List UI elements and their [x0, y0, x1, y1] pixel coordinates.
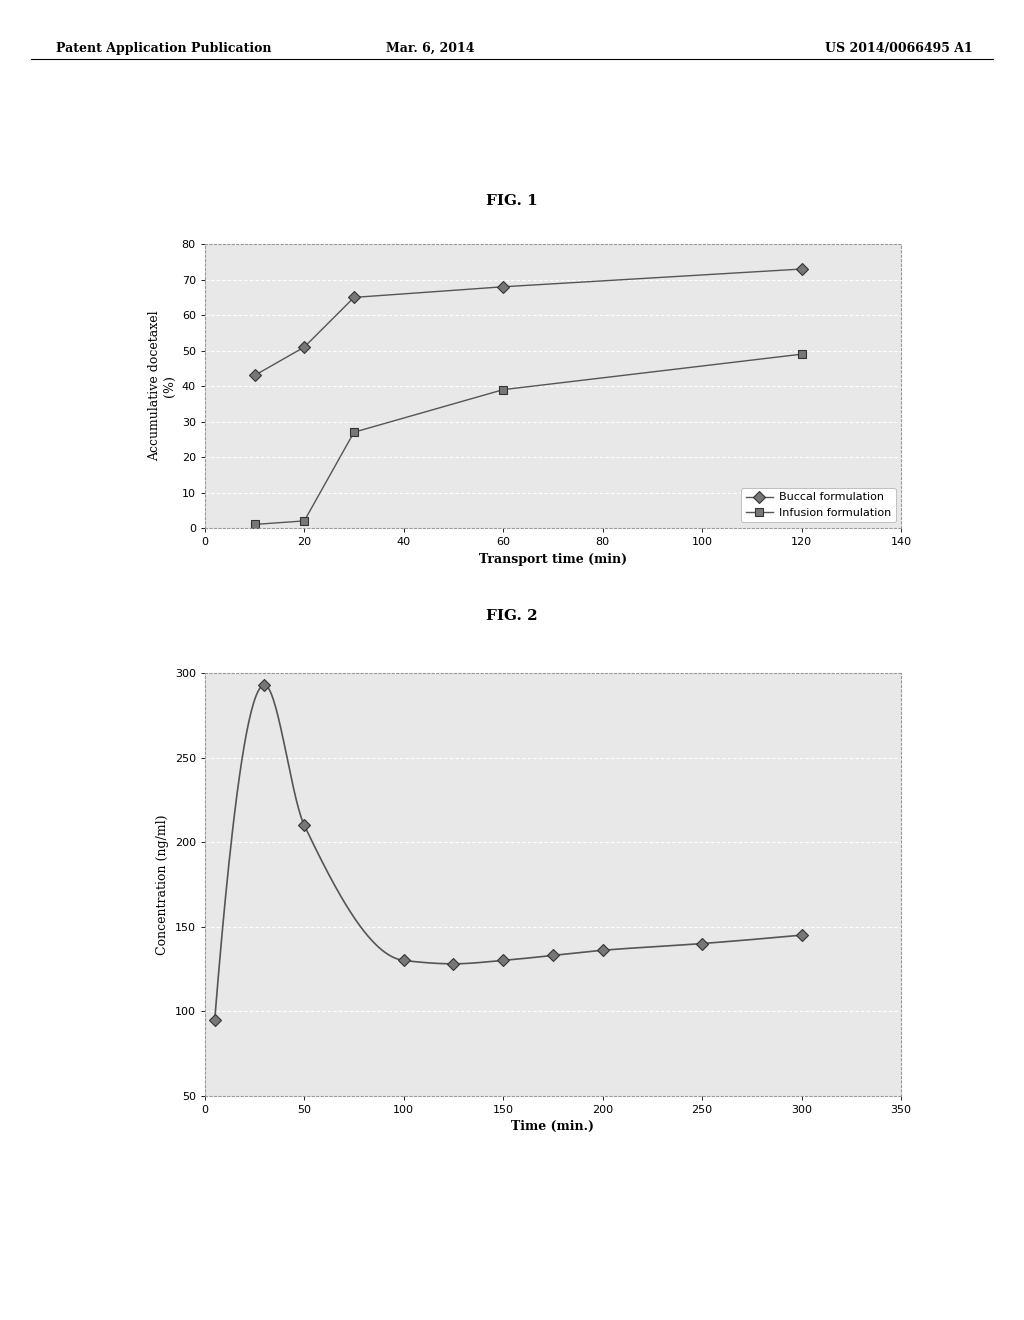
Buccal formulation [497, 279, 509, 294]
Infusion formulation [497, 381, 509, 397]
Buccal formulation [298, 339, 310, 355]
X-axis label: Transport time (min): Transport time (min) [479, 553, 627, 565]
Text: Patent Application Publication: Patent Application Publication [56, 42, 271, 55]
Infusion formulation [796, 346, 808, 362]
Y-axis label: Accumulative docetaxel
(%): Accumulative docetaxel (%) [148, 310, 176, 462]
Legend: Buccal formulation, Infusion formulation: Buccal formulation, Infusion formulation [741, 488, 896, 523]
Text: Mar. 6, 2014: Mar. 6, 2014 [386, 42, 474, 55]
Text: FIG. 2: FIG. 2 [486, 610, 538, 623]
Infusion formulation [348, 424, 360, 440]
X-axis label: Time (min.): Time (min.) [511, 1121, 595, 1133]
Infusion formulation [249, 516, 261, 532]
Text: US 2014/0066495 A1: US 2014/0066495 A1 [825, 42, 973, 55]
Buccal formulation [348, 289, 360, 305]
Buccal formulation [249, 367, 261, 383]
Buccal formulation [796, 261, 808, 277]
Infusion formulation [298, 513, 310, 529]
Text: FIG. 1: FIG. 1 [486, 194, 538, 207]
Line: Infusion formulation: Infusion formulation [251, 350, 806, 528]
Y-axis label: Concentration (ng/ml): Concentration (ng/ml) [156, 814, 169, 954]
Line: Buccal formulation: Buccal formulation [251, 265, 806, 380]
